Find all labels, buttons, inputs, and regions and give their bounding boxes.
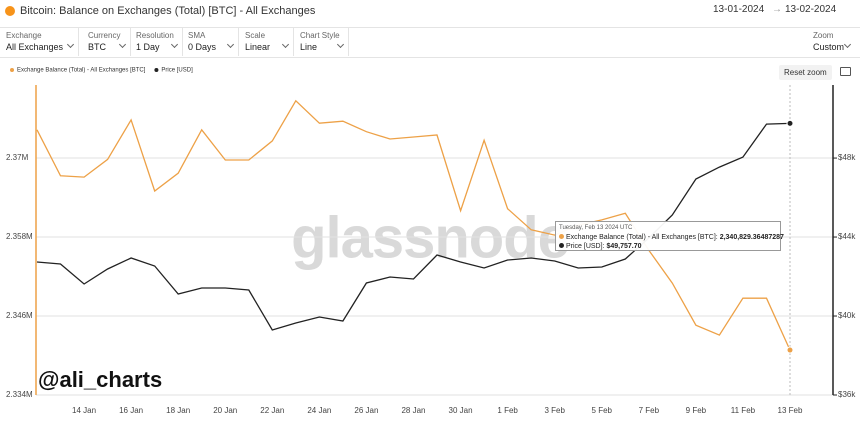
credit: @ali_charts [38,367,162,392]
control-value[interactable]: Linear [245,42,271,52]
separator [130,28,131,56]
x-tick-label: 16 Jan [119,406,143,415]
tooltip-label: Price [USD]: [566,243,605,250]
x-tick-label: 28 Jan [401,406,425,415]
separator [348,28,349,56]
legend-marker [10,68,14,72]
tooltip-dot [559,234,564,239]
hover-point [786,119,794,127]
x-tick-label: 30 Jan [449,406,473,415]
tooltip: Tuesday, Feb 13 2024 UTC Exchange Balanc… [555,221,784,251]
control-value[interactable]: All Exchanges [6,42,64,52]
watermark: glassnode [291,205,569,270]
x-tick-label: 14 Jan [72,406,96,415]
y-tick-label: 2.334M [6,390,33,399]
control-label: Currency [88,31,121,40]
control-label: Zoom [813,31,834,40]
control-value[interactable]: 0 Days [188,42,217,52]
y2-tick-label: $44k [838,232,856,241]
camera-icon[interactable] [840,67,851,76]
control-label: SMA [188,31,206,40]
x-tick-label: 22 Jan [260,406,284,415]
separator [182,28,183,56]
tooltip-value: $49,757.70 [606,243,642,250]
tooltip-dot [559,243,564,248]
control-value[interactable]: Line [300,42,318,52]
divider [0,57,860,58]
control-label: Scale [245,31,266,40]
legend-label: Exchange Balance (Total) - All Exchanges… [17,68,146,74]
separator [78,28,79,56]
x-tick-label: 1 Feb [497,406,518,415]
y2-tick-label: $36k [838,390,856,399]
date-separator: → [772,4,782,15]
reset-zoom-button[interactable]: Reset zoom [779,65,832,80]
x-tick-label: 11 Feb [731,406,756,415]
y-tick-label: 2.37M [6,153,29,162]
control-value[interactable]: Custom [813,42,845,52]
control-value[interactable]: 1 Day [136,42,160,52]
x-tick-label: 18 Jan [166,406,190,415]
y2-tick-label: $40k [838,311,856,320]
y-tick-label: 2.358M [6,232,33,241]
tooltip-label: Exchange Balance (Total) - All Exchanges… [566,234,718,241]
y-tick-label: 2.346M [6,311,33,320]
tooltip-row: Price [USD]: $49,757.70 [559,242,777,251]
control-label: Resolution [136,31,174,40]
tooltip-value: 2,340,829.36487287 [719,234,784,241]
tooltip-row: Exchange Balance (Total) - All Exchanges… [559,233,784,242]
legend-label: Price [USD] [161,68,193,74]
control-label: Chart Style [300,31,340,40]
separator [238,28,239,56]
separator [293,28,294,56]
x-tick-label: 20 Jan [213,406,237,415]
legend-marker [154,68,159,72]
line-series [36,99,791,351]
y2-tick-label: $48k [838,153,856,162]
date-from[interactable]: 13-01-2024 [713,4,765,15]
control-label: Exchange [6,31,42,40]
x-tick-label: 26 Jan [354,406,378,415]
x-tick-label: 24 Jan [307,406,331,415]
tooltip-date: Tuesday, Feb 13 2024 UTC [559,225,633,231]
hover-point [786,346,794,354]
control-value[interactable]: BTC [88,42,106,52]
x-tick-label: 13 Feb [778,406,803,415]
page-title: Bitcoin: Balance on Exchanges (Total) [B… [20,5,316,17]
x-tick-label: 7 Feb [639,406,660,415]
logo [5,6,15,16]
date-to[interactable]: 13-02-2024 [785,4,837,15]
x-tick-label: 5 Feb [592,406,613,415]
x-tick-label: 3 Feb [544,406,565,415]
x-tick-label: 9 Feb [686,406,707,415]
divider [0,27,860,28]
